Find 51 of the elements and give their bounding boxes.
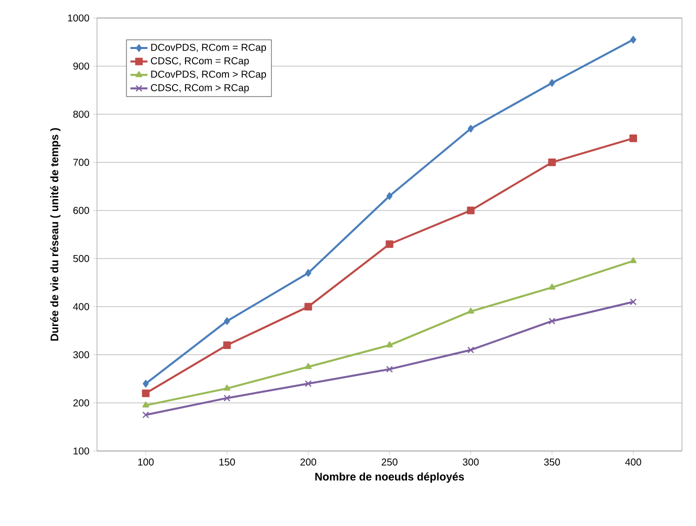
point	[305, 269, 312, 277]
point	[630, 36, 636, 44]
point	[224, 317, 230, 325]
x-tick-label: 150	[219, 458, 235, 466]
y-tick-label: 1000	[68, 14, 90, 22]
y-tick-label: 800	[73, 110, 90, 118]
y-tick-label: 300	[73, 351, 90, 358]
point	[548, 284, 556, 290]
y-tick-label: 600	[73, 206, 90, 214]
legend-label: DCovPDS, RCom = RCap	[151, 44, 266, 53]
x-tick-label: 350	[544, 458, 560, 466]
point	[468, 124, 474, 132]
point	[223, 341, 231, 349]
y-tick-label: 900	[73, 62, 90, 70]
point	[142, 411, 150, 418]
x-tick-label: 250	[382, 458, 398, 466]
y-tick-label: 700	[73, 158, 90, 166]
point	[630, 257, 637, 264]
point	[142, 389, 150, 398]
legend-label: DCovPDS, RCom > RCap	[151, 70, 266, 80]
point	[304, 380, 312, 388]
point	[224, 394, 230, 402]
point	[467, 308, 474, 314]
y-tick-label: 400	[73, 303, 90, 310]
point	[549, 79, 555, 87]
y-tick-label: 200	[73, 399, 90, 406]
y-axis-title: Durée de vie du réseau ( unité de temps )	[50, 128, 60, 341]
point	[630, 298, 637, 306]
legend-label: CDSC, RCom = RCap	[150, 57, 249, 66]
point	[548, 318, 556, 325]
point	[304, 302, 312, 310]
x-axis-title: Nombre de noeuds déployés	[315, 472, 464, 483]
point	[386, 341, 393, 348]
point	[467, 346, 474, 354]
point	[629, 134, 638, 142]
point	[386, 192, 392, 200]
x-tick-label: 100	[138, 458, 154, 466]
point	[466, 206, 475, 214]
x-tick-label: 300	[462, 458, 479, 466]
legend-label: CDSC, RCom > RCap	[150, 84, 249, 94]
point	[142, 380, 149, 388]
point	[548, 158, 556, 166]
point	[142, 401, 150, 408]
x-tick-label: 400	[625, 458, 642, 466]
point	[386, 240, 394, 248]
point	[304, 363, 312, 370]
y-tick-label: 500	[73, 255, 90, 262]
x-tick-label: 200	[300, 458, 316, 466]
y-tick-label: 100	[74, 447, 90, 455]
point	[386, 366, 393, 373]
point	[224, 384, 230, 391]
